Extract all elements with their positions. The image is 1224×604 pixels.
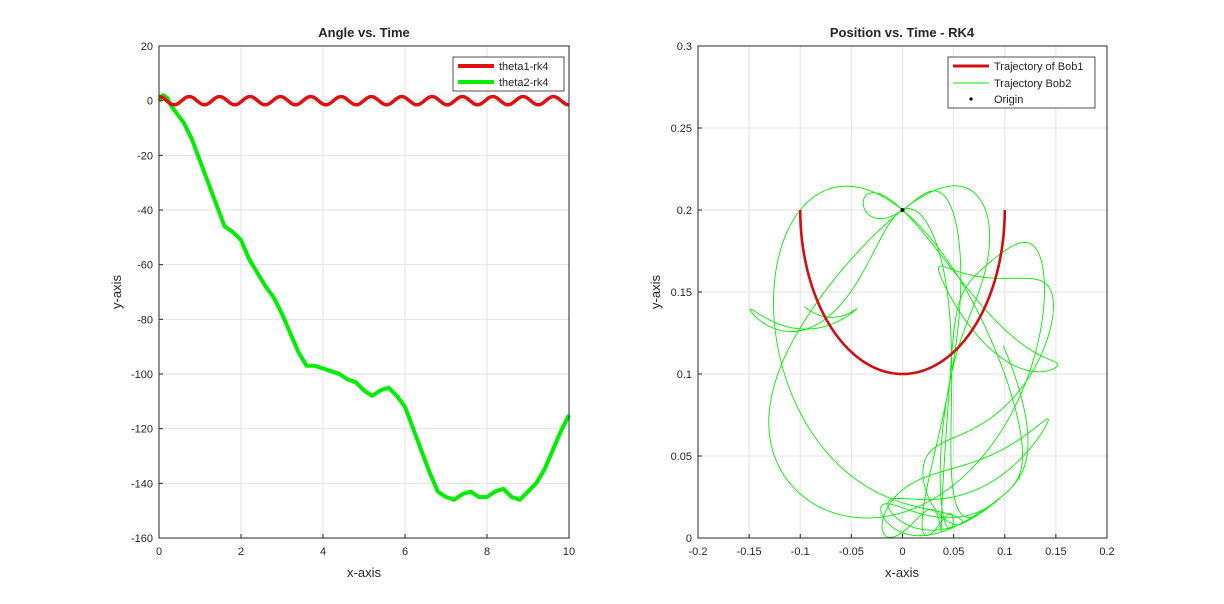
legend-swatch-origin [969,97,973,101]
x-tick-label: -0.15 [737,546,762,558]
x-tick-label: 10 [563,546,575,558]
legend-label-bob1: Trajectory of Bob1 [994,61,1083,73]
series-layer [157,93,571,502]
legend-label-bob2: Trajectory Bob2 [994,78,1071,90]
x-tick-label: 0.2 [1099,546,1114,558]
ticks: -0.2 -0.15 -0.1 -0.05 0 0.05 0.1 0.15 0.2 0.3 0.25… [671,41,1115,558]
x-tick-label: 6 [402,546,408,558]
y-tick-label: 20 [141,41,153,53]
y-tick-label: -160 [131,533,153,545]
x-tick-label: 0.05 [943,546,964,558]
x-tick-label: 8 [484,546,490,558]
legend-label-origin: Origin [994,94,1023,106]
angle-chart: 0 2 4 6 8 10 20 0 -20 -40 -60 -80 -100 -120 -140 -160 A… [109,25,575,580]
x-tick-label: -0.1 [791,546,810,558]
y-axis-label: y-axis [648,275,663,309]
plot-area [159,46,569,538]
y-tick-label: 0.3 [677,41,692,53]
x-tick-label: -0.2 [689,546,708,558]
ticks: 0 2 4 6 8 10 20 0 -20 -40 -60 -80 -100 -120 -140 -160 [131,41,575,558]
legend-box [452,56,565,92]
origin-point [900,208,905,212]
position-chart: -0.2 -0.15 -0.1 -0.05 0 0.05 0.1 0.15 0.2 0.3 0.25… [648,25,1115,580]
legend-label-theta1: theta1-rk4 [499,61,549,73]
x-tick-label: -0.05 [839,546,864,558]
y-tick-label: -120 [131,424,153,436]
chart-title: Angle vs. Time [318,25,410,40]
x-tick-label: 0.1 [997,546,1012,558]
series-theta1-line [158,94,570,107]
legend: theta1-rk4 theta2-rk4 [452,56,565,92]
y-tick-label: -140 [131,478,153,490]
series-theta2-line [157,93,571,502]
series-layer [749,185,1059,538]
x-tick-label: 2 [238,546,244,558]
series-bob2-trajectory [749,185,1059,538]
y-tick-label: -60 [137,260,153,272]
y-tick-label: -80 [137,314,153,326]
y-tick-label: 0.1 [677,369,692,381]
legend-label-theta2: theta2-rk4 [499,77,549,89]
y-tick-label: 0 [686,533,692,545]
y-tick-label: -20 [137,150,153,162]
y-tick-label: -100 [131,369,153,381]
chart-title: Position vs. Time - RK4 [830,25,975,40]
axes-box [158,45,570,539]
y-tick-label: -40 [137,205,153,217]
y-tick-label: 0.15 [671,287,692,299]
x-axis-label: x-axis [885,565,919,580]
legend: Trajectory of Bob1 Trajectory Bob2 Origi… [947,56,1096,109]
y-tick-label: 0.2 [677,205,692,217]
x-tick-label: 0 [156,546,162,558]
y-axis-label: y-axis [109,275,124,309]
x-tick-label: 0 [899,546,905,558]
y-tick-label: 0.25 [671,123,692,135]
x-tick-label: 4 [320,546,326,558]
x-tick-label: 0.15 [1045,546,1066,558]
y-tick-label: 0 [147,96,153,108]
x-axis-label: x-axis [347,565,381,580]
y-tick-label: 0.05 [671,451,692,463]
series-bob1-trajectory [798,209,1007,376]
